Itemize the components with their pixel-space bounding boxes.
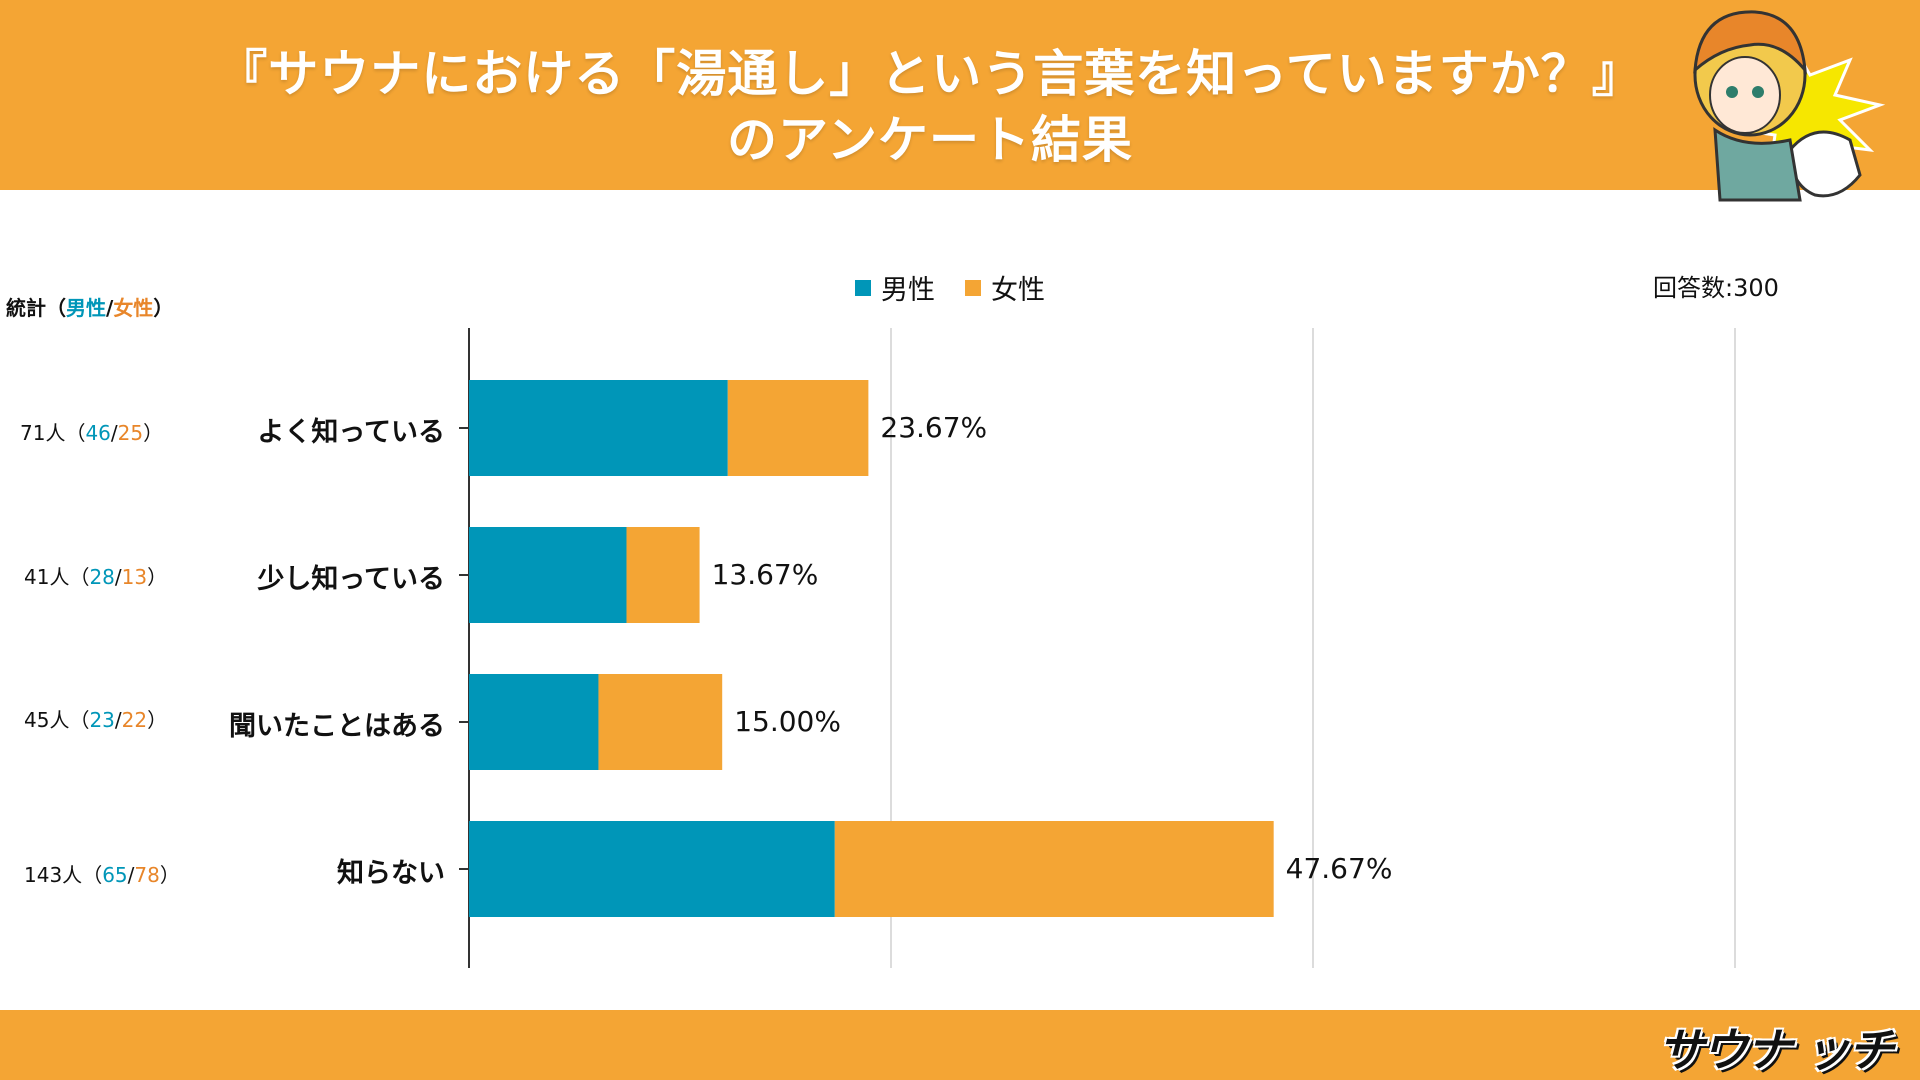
stat-total: 143人	[24, 863, 83, 887]
bar-segment-female	[834, 821, 1274, 917]
page-title-line1: 『サウナにおける「湯通し」という言葉を知っていますか？』	[217, 45, 1643, 103]
stat-row-4: 143人（65/78）	[24, 863, 180, 887]
stats-header-prefix: 統計（	[6, 296, 66, 320]
bar-segment-female	[727, 380, 869, 476]
category-label: よく知っている	[257, 417, 445, 448]
stat-total: 41人	[24, 565, 70, 589]
stat-male: 28	[89, 565, 115, 589]
respondent-count: 回答数:300	[1653, 274, 1779, 302]
stat-male: 65	[102, 863, 128, 887]
data-label: 23.67%	[880, 411, 988, 444]
stats-header-female: 女性	[113, 296, 154, 320]
legend-label-female: 女性	[991, 275, 1045, 306]
footer-banner	[0, 1010, 1920, 1080]
bar-segment-female	[598, 674, 723, 770]
bar-segment-male	[469, 527, 627, 623]
stat-row-1: 71人（46/25）	[20, 421, 164, 445]
legend-item-female: 女性	[965, 268, 1045, 307]
stat-total: 45人	[24, 708, 70, 732]
category-label: 知らない	[337, 858, 445, 889]
bar-segment-male	[469, 821, 835, 917]
stat-row-2: 41人（28/13）	[24, 565, 168, 589]
stats-header: 統計（男性/女性）	[6, 292, 173, 321]
legend-item-male: 男性	[855, 268, 935, 307]
bar-segment-male	[469, 674, 599, 770]
stacked-bar-chart	[459, 328, 1736, 968]
stat-male: 23	[89, 708, 115, 732]
header-banner: 『サウナにおける「湯通し」という言葉を知っていますか？』 のアンケート結果	[0, 0, 1920, 202]
legend-label-male: 男性	[881, 275, 935, 306]
data-label: 13.67%	[711, 558, 819, 591]
mascot-illustration	[1693, 10, 1886, 202]
bar-segment-female	[626, 527, 700, 623]
stat-male: 46	[85, 421, 111, 445]
legend-swatch-female	[965, 279, 981, 296]
brand-logo: サウナ ッチ	[1657, 1023, 1894, 1077]
stats-header-suffix: ）	[153, 296, 174, 320]
stat-female: 22	[121, 708, 148, 732]
stat-row-3: 45人（23/22）	[24, 708, 168, 732]
category-label: 少し知っている	[257, 564, 445, 595]
stats-header-sep: /	[106, 296, 114, 320]
stat-total: 71人	[20, 421, 66, 445]
bar-segment-male	[469, 380, 728, 476]
stats-header-male: 男性	[66, 296, 106, 320]
data-label: 15.00%	[734, 705, 841, 738]
stat-female: 25	[117, 421, 144, 445]
stat-female: 13	[121, 565, 148, 589]
category-label: 聞いたことはある	[229, 711, 445, 742]
page-title-line2: のアンケート結果	[727, 111, 1133, 169]
chart-legend: 男性 女性	[855, 268, 1075, 307]
stat-female: 78	[134, 863, 160, 887]
data-label: 47.67%	[1285, 852, 1393, 885]
legend-swatch-male	[855, 279, 871, 296]
